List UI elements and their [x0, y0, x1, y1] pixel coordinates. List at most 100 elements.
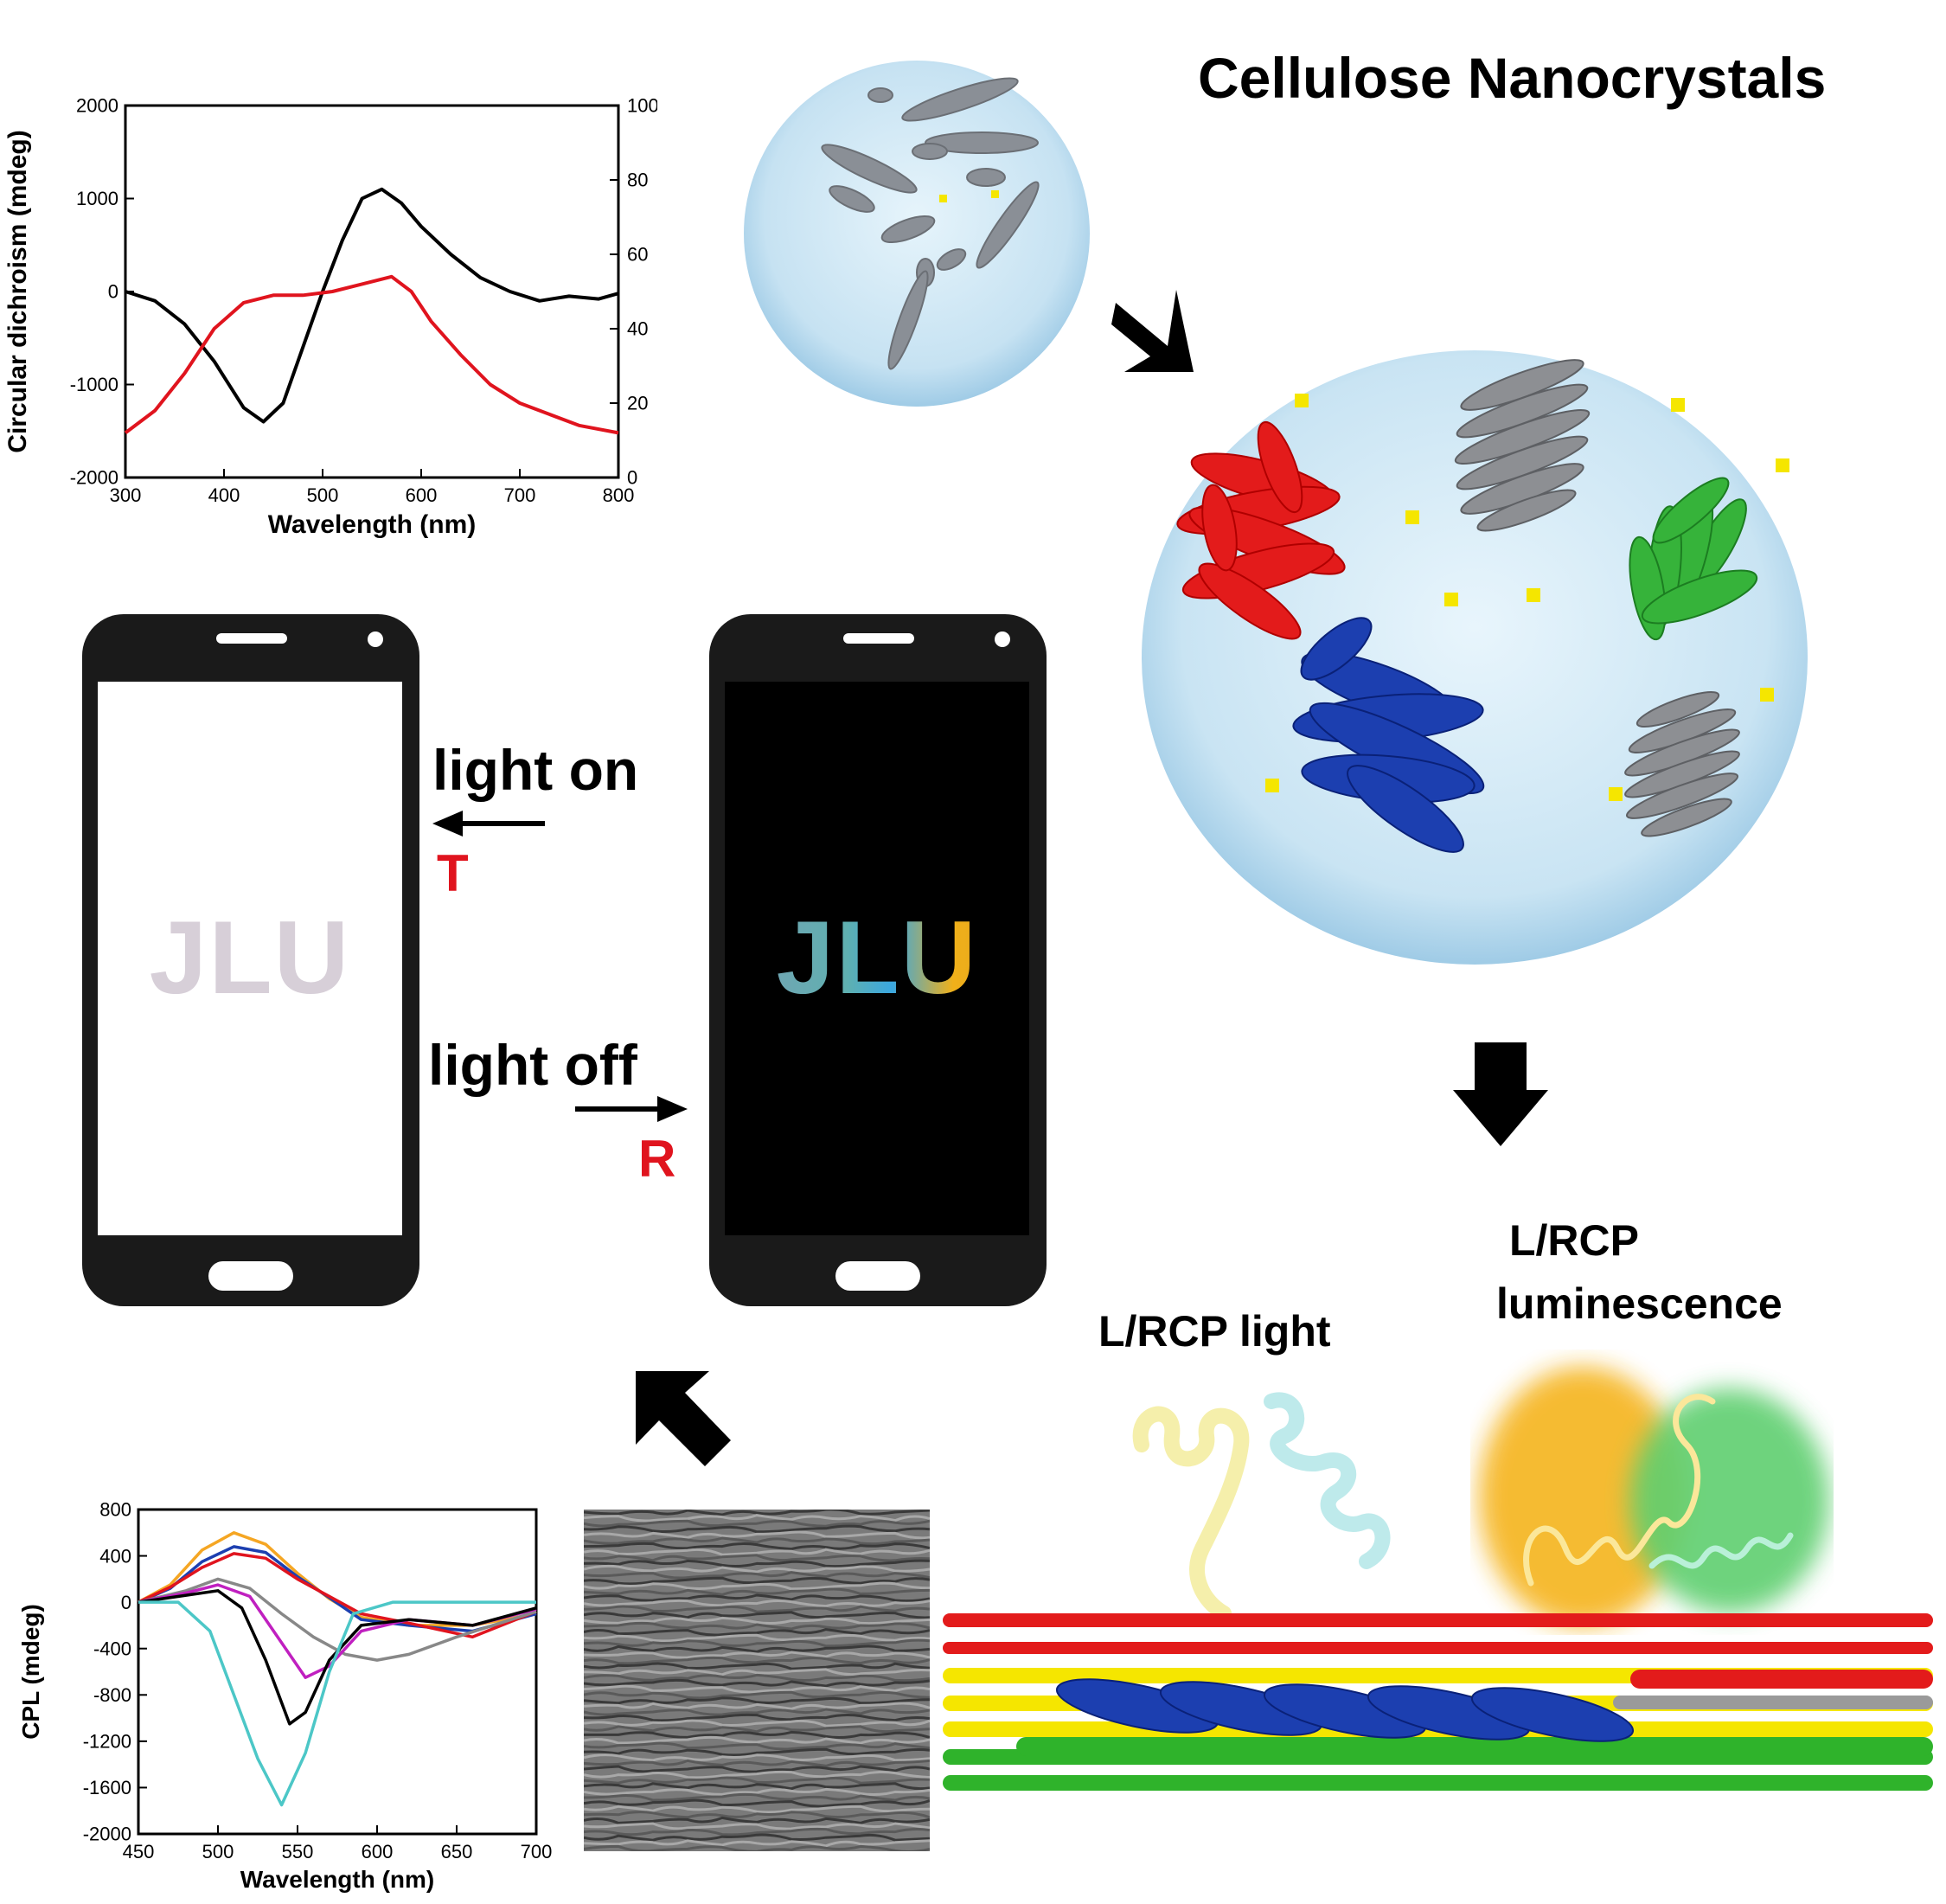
y-tick-label: 400 [99, 1545, 131, 1567]
jlu-logo-colored: JLU [725, 898, 1029, 1017]
sem-lamella [584, 1787, 930, 1797]
x-tick-label: 300 [110, 484, 142, 506]
sem-lamella [584, 1741, 930, 1751]
y-tick-label: -2000 [70, 467, 118, 489]
y-axis-label: CPL (mdeg) [17, 1604, 44, 1740]
sem-lamella [584, 1554, 930, 1562]
series-line-6 [138, 1600, 536, 1807]
y2-tick-label: 40 [627, 318, 648, 340]
sem-lamella [584, 1798, 930, 1808]
jlu-logo-faded: JLU [149, 900, 351, 1016]
lrcp-luminescence-label-2: luminescence [1496, 1279, 1783, 1328]
sem-lamella [584, 1776, 930, 1785]
sem-lamella [584, 1690, 930, 1700]
sem-lamella [584, 1548, 930, 1556]
cross-section-micrograph [584, 1510, 930, 1851]
x-tick-label: 500 [202, 1841, 234, 1862]
phone-home-button [208, 1261, 293, 1291]
phone-camera [368, 631, 383, 647]
sem-lamella [584, 1844, 930, 1851]
sem-lamella [584, 1684, 930, 1694]
x-axis-label: Wavelength (nm) [268, 510, 477, 539]
x-tick-label: 450 [123, 1841, 155, 1862]
light-on-label: light on [432, 738, 639, 802]
sem-lamella [584, 1576, 930, 1586]
series-line-2 [138, 1552, 537, 1639]
x-tick-label: 400 [208, 484, 240, 506]
sem-lamella [584, 1735, 930, 1745]
sem-lamella [584, 1559, 930, 1568]
sem-lamella [584, 1633, 930, 1643]
sem-lamella [584, 1770, 930, 1779]
cpl-luminescence-helix-illustration [1479, 1367, 1829, 1626]
phone-light-on: JLU [82, 614, 419, 1306]
series-line-0 [138, 1531, 537, 1627]
x-tick-label: 600 [362, 1841, 394, 1862]
sem-lamella [584, 1605, 930, 1613]
sem-lamella [584, 1673, 930, 1683]
cpl-light-helix-illustration [1132, 1392, 1391, 1621]
y-tick-label: 0 [121, 1592, 131, 1613]
sem-lamella [584, 1536, 930, 1546]
x-tick-label: 550 [282, 1841, 314, 1862]
y-tick-label: 800 [99, 1499, 131, 1521]
transmission-label: T [437, 844, 469, 902]
series-line-3 [138, 1577, 537, 1662]
diagram-title: Cellulose Nanocrystals [1198, 46, 1827, 110]
plot-frame [137, 1508, 538, 1836]
x-tick-label: 700 [504, 484, 536, 506]
x-tick-label: 700 [521, 1841, 553, 1862]
sem-lamella [584, 1530, 930, 1540]
sem-lamella [584, 1519, 930, 1528]
sem-lamella [584, 1730, 930, 1740]
sem-lamella [584, 1587, 930, 1596]
sem-lamella [584, 1656, 930, 1665]
series-line-0 [125, 187, 619, 424]
sem-lamella [584, 1616, 930, 1625]
sem-lamella [584, 1593, 930, 1603]
sem-lamella [584, 1564, 930, 1574]
phone-light-off: JLU [709, 614, 1047, 1306]
sem-lamella [584, 1816, 930, 1824]
x-tick-label: 500 [307, 484, 339, 506]
sem-lamella [584, 1514, 930, 1523]
sem-lamella [584, 1839, 930, 1848]
sem-lamella [584, 1765, 930, 1773]
sem-lamella [584, 1542, 930, 1551]
y-tick-label: -400 [93, 1638, 131, 1659]
sem-lamella [584, 1782, 930, 1791]
sem-lamella [584, 1678, 930, 1688]
sem-lamella [584, 1719, 930, 1728]
x-tick-label: 650 [441, 1841, 473, 1862]
sem-lamella [584, 1621, 930, 1631]
sem-lamella [584, 1753, 930, 1762]
arrow-left-icon [432, 811, 545, 837]
cpl-chart: 450 500 550 600 650 700 800 400 0 -400 -800 -1200 -1… [17, 1499, 553, 1893]
phone-speaker [843, 633, 914, 644]
phone-speaker [216, 633, 287, 644]
sem-lamella [584, 1759, 930, 1767]
cd-reflectance-chart: 300 400 500 600 700 800200010000-1000-2000100… [3, 95, 657, 539]
sem-lamella [584, 1581, 930, 1591]
sem-lamella [584, 1668, 930, 1676]
x-tick-label: 600 [406, 484, 438, 506]
sem-lamella [584, 1827, 930, 1837]
sem-lamella [584, 1628, 930, 1637]
sem-lamella [584, 1822, 930, 1830]
sem-lamella [584, 1662, 930, 1670]
plot-frame [124, 104, 620, 479]
y-tick-label: -800 [93, 1684, 131, 1706]
arrow-up-left-icon [636, 1371, 731, 1466]
phone-home-button [835, 1261, 920, 1291]
sem-lamella [584, 1696, 930, 1705]
sem-lamella [584, 1702, 930, 1710]
sem-lamella [584, 1599, 930, 1608]
sem-lamella [584, 1725, 930, 1734]
sem-lamella [584, 1792, 930, 1802]
y-tick-label: 2000 [76, 95, 118, 117]
sem-lamella [584, 1708, 930, 1716]
sem-lamella [584, 1644, 930, 1653]
y2-tick-label: 100 [627, 95, 657, 117]
sem-lamella [584, 1510, 930, 1516]
y-tick-label: -1200 [83, 1731, 131, 1753]
